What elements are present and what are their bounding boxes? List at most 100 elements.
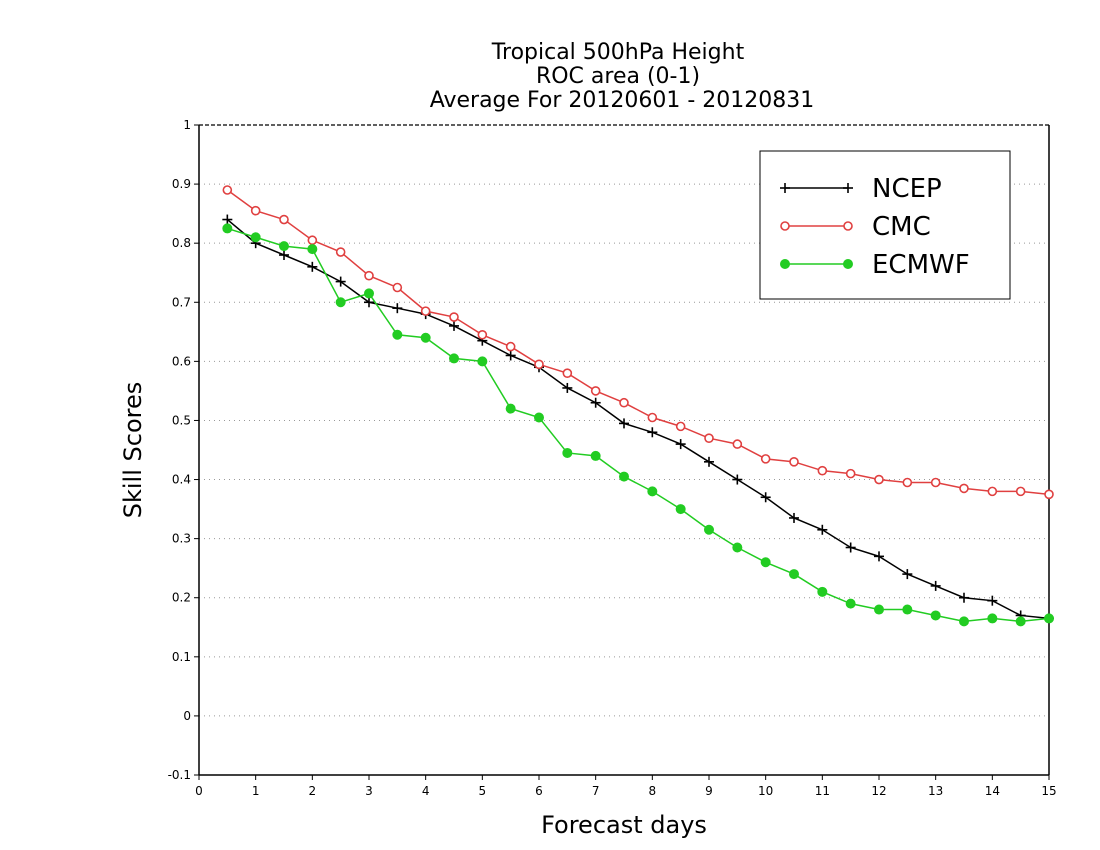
legend-label-ncep: NCEP <box>872 174 942 204</box>
data-point-cmc <box>392 282 403 293</box>
data-point-cmc <box>250 205 261 216</box>
legend-box <box>759 150 1011 300</box>
data-point-ecmwf <box>279 241 289 252</box>
x-tick-label: 9 <box>705 784 713 798</box>
series-ecmwf <box>222 223 1054 627</box>
data-point-ecmwf <box>250 232 261 243</box>
data-point-cmc <box>732 439 743 449</box>
x-tick-label: 7 <box>592 784 600 798</box>
data-point-ncep <box>874 551 884 562</box>
data-point-cmc <box>307 235 318 246</box>
data-point-ncep <box>789 512 799 523</box>
data-point-cmc <box>364 270 374 281</box>
data-point-ncep <box>449 320 459 331</box>
data-point-ncep <box>675 439 686 450</box>
data-point-cmc <box>987 486 998 497</box>
legend: NCEP CMC ECMWF <box>759 150 1011 300</box>
series-layer <box>222 185 1054 627</box>
y-tick-label: -0.1 <box>168 768 191 782</box>
y-tick-label: 0.6 <box>172 354 191 368</box>
data-point-ecmwf <box>619 471 629 482</box>
data-point-ncep <box>335 276 346 287</box>
data-point-ecmwf <box>704 524 714 535</box>
chart-title-line-1: Tropical 500hPa Height <box>491 40 745 65</box>
y-tick-label: 0.2 <box>172 591 191 605</box>
data-point-ncep <box>987 595 998 606</box>
y-tick-label: 0.8 <box>172 236 191 250</box>
data-point-ecmwf <box>392 329 403 340</box>
data-point-ecmwf <box>1044 613 1054 624</box>
data-point-ncep <box>732 474 743 485</box>
data-point-cmc <box>760 454 771 464</box>
data-point-cmc <box>789 457 799 467</box>
data-point-ecmwf <box>789 569 799 580</box>
data-point-cmc <box>874 474 884 485</box>
legend-entry-ncep: NCEP <box>780 174 942 204</box>
data-point-cmc <box>335 247 346 257</box>
data-point-ecmwf <box>335 297 346 308</box>
x-axis-label: Forecast days <box>541 811 707 839</box>
legend-label-ecmwf: ECMWF <box>872 250 970 280</box>
data-point-ncep <box>647 427 658 438</box>
data-point-cmc <box>449 312 459 322</box>
data-point-cmc <box>222 185 233 195</box>
x-tick-label: 6 <box>535 784 543 798</box>
data-point-ncep <box>817 524 828 535</box>
data-point-ecmwf <box>902 604 913 615</box>
data-point-ecmwf <box>477 356 488 367</box>
x-tick-label: 11 <box>815 784 830 798</box>
data-point-ecmwf <box>845 598 856 609</box>
x-tick-label: 15 <box>1041 784 1056 798</box>
y-tick-label: 1 <box>183 118 191 132</box>
x-axis-ticks: 0 1 2 3 4 5 6 7 8 9 10 11 12 13 14 15 <box>195 775 1057 798</box>
data-point-cmc <box>1044 489 1054 500</box>
data-point-ncep <box>505 350 516 361</box>
x-tick-label: 5 <box>479 784 487 798</box>
legend-entry-ecmwf: ECMWF <box>780 250 970 280</box>
data-point-ecmwf <box>307 244 318 255</box>
y-tick-label: 0.9 <box>172 177 191 191</box>
data-point-ecmwf <box>874 604 884 615</box>
data-point-ecmwf <box>647 486 658 497</box>
data-point-cmc <box>845 468 856 479</box>
data-point-ncep <box>279 250 289 260</box>
legend-marker-cmc <box>843 221 853 231</box>
data-point-ecmwf <box>590 450 601 461</box>
legend-label-cmc: CMC <box>872 212 931 242</box>
x-tick-label: 4 <box>422 784 430 798</box>
chart-title-line-3: Average For 20120601 - 20120831 <box>430 88 815 113</box>
y-tick-label: 0.7 <box>172 295 191 309</box>
series-cmc <box>222 185 1054 500</box>
x-tick-label: 1 <box>252 784 260 798</box>
data-point-ncep <box>364 297 374 308</box>
data-point-ncep <box>590 397 601 408</box>
legend-marker-ecmwf <box>843 259 853 269</box>
data-point-ecmwf <box>675 504 686 515</box>
data-point-cmc <box>902 477 913 488</box>
y-tick-label: 0.5 <box>172 413 191 427</box>
data-point-ecmwf <box>364 288 374 299</box>
data-point-cmc <box>647 412 658 423</box>
legend-marker-cmc <box>780 221 790 231</box>
plot-frame <box>198 124 1050 776</box>
y-axis-label: Skill Scores <box>119 382 147 519</box>
data-point-ncep <box>619 418 629 429</box>
data-point-cmc <box>817 465 828 476</box>
chart-title-line-2: ROC area (0-1) <box>536 64 700 89</box>
data-point-ecmwf <box>449 353 459 364</box>
x-tick-label: 12 <box>871 784 886 798</box>
data-point-ncep <box>307 261 318 272</box>
data-point-cmc <box>562 368 573 378</box>
data-point-ecmwf <box>562 447 573 458</box>
x-tick-label: 8 <box>649 784 657 798</box>
data-point-cmc <box>590 386 601 396</box>
data-point-ncep <box>845 542 856 553</box>
data-point-cmc <box>505 341 516 352</box>
y-tick-label: 0.1 <box>172 650 191 664</box>
legend-marker-ecmwf <box>780 259 790 269</box>
data-point-ncep <box>902 569 913 580</box>
x-tick-label: 2 <box>309 784 317 798</box>
data-point-cmc <box>477 329 488 340</box>
legend-entry-cmc: CMC <box>780 212 931 242</box>
data-point-ncep <box>392 303 403 314</box>
